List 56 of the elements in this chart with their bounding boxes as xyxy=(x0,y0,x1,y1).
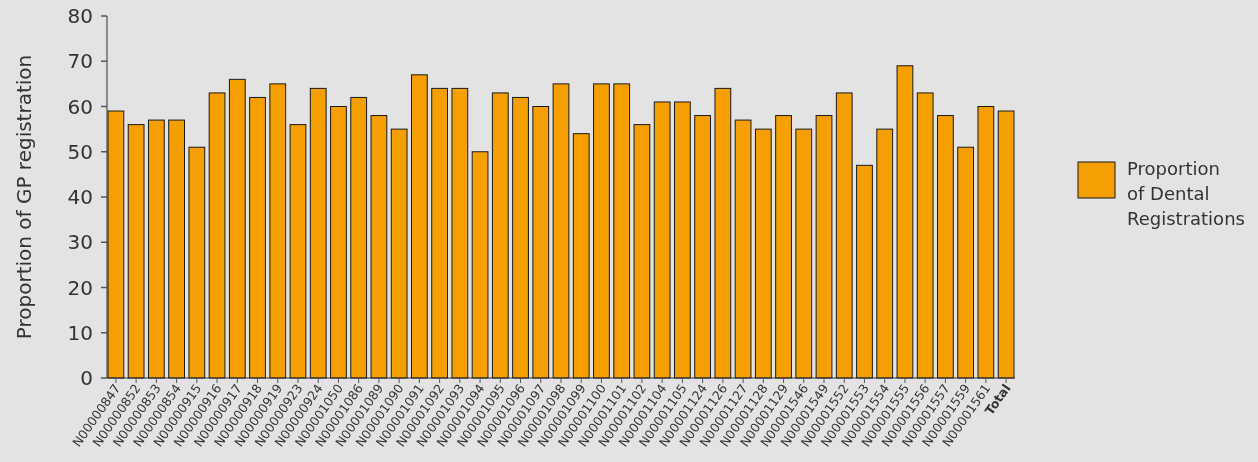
y-axis-title: Proportion of GP registration xyxy=(12,54,36,340)
bar xyxy=(491,92,509,379)
bar xyxy=(633,124,651,379)
bar xyxy=(208,92,226,379)
bar xyxy=(330,106,347,379)
bar xyxy=(431,87,448,379)
y-tick-label: 70 xyxy=(67,49,93,74)
bar xyxy=(593,83,610,379)
bar xyxy=(795,128,813,379)
bar xyxy=(997,110,1015,379)
legend-label: Proportion of Dental Registrations xyxy=(1127,158,1245,229)
bar xyxy=(856,164,873,379)
bar xyxy=(188,146,206,379)
bar xyxy=(674,101,691,379)
bar xyxy=(815,115,833,379)
y-tick-label: 20 xyxy=(67,275,93,300)
bar xyxy=(370,115,388,379)
bar xyxy=(734,119,752,379)
bar xyxy=(309,87,327,379)
bar xyxy=(350,96,368,379)
bar xyxy=(572,133,590,379)
bar xyxy=(147,119,165,379)
bar xyxy=(694,115,712,379)
bar xyxy=(653,101,671,379)
bar xyxy=(471,151,489,379)
bar xyxy=(390,128,408,379)
bar xyxy=(228,78,246,379)
y-tick-label: 10 xyxy=(67,320,93,345)
bar xyxy=(168,119,185,379)
bar xyxy=(410,74,428,379)
bar xyxy=(613,83,631,379)
bar xyxy=(916,92,934,379)
bar xyxy=(937,115,954,379)
bar xyxy=(896,65,914,379)
bar xyxy=(714,87,732,379)
bar xyxy=(127,124,145,379)
bar xyxy=(835,92,853,379)
bar xyxy=(532,106,550,379)
bar xyxy=(269,83,287,379)
y-tick-label: 30 xyxy=(67,230,93,255)
y-tick-label: 40 xyxy=(67,185,93,209)
y-tick-label: 50 xyxy=(67,139,93,164)
bar xyxy=(957,146,975,379)
bar xyxy=(876,128,894,379)
bar xyxy=(451,87,469,379)
bar xyxy=(754,128,772,379)
bar xyxy=(775,115,792,379)
y-tick-label: 0 xyxy=(80,366,93,390)
y-tick-label: 80 xyxy=(67,4,93,28)
bar xyxy=(249,96,266,379)
bar xyxy=(289,124,307,379)
bar xyxy=(977,106,995,379)
y-tick-label: 60 xyxy=(67,94,93,119)
bar xyxy=(107,110,125,379)
bar xyxy=(552,83,570,379)
bar xyxy=(512,96,529,379)
